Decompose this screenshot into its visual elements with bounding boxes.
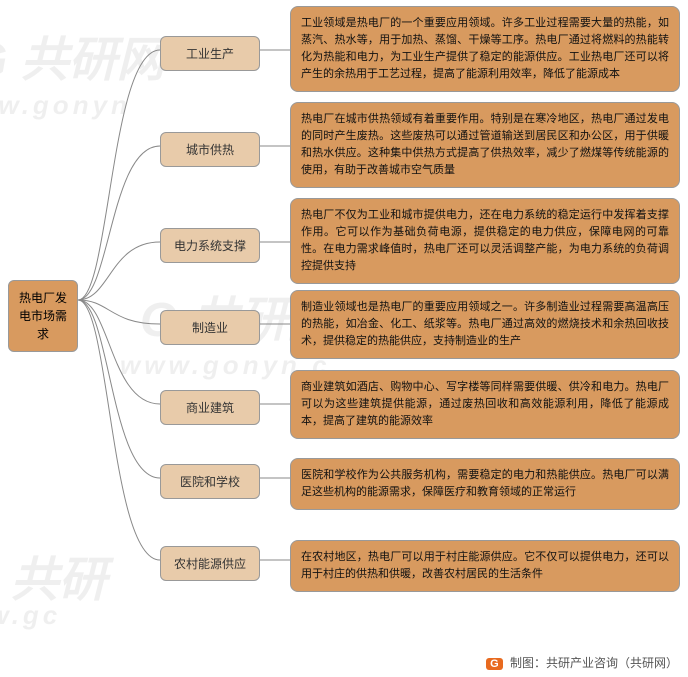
branch-label: 医院和学校	[180, 475, 240, 489]
branch-heating: 城市供热	[160, 132, 260, 167]
branch-label: 商业建筑	[186, 401, 234, 415]
desc-text: 热电厂不仅为工业和城市提供电力，还在电力系统的稳定运行中发挥着支撑作用。它可以作…	[301, 209, 669, 272]
desc-text: 医院和学校作为公共服务机构，需要稳定的电力和热能供应。热电厂可以满足这些机构的能…	[301, 469, 669, 498]
desc-hospital: 医院和学校作为公共服务机构，需要稳定的电力和热能供应。热电厂可以满足这些机构的能…	[290, 458, 680, 510]
root-label: 热电厂发电市场需求	[19, 291, 67, 341]
desc-industrial: 工业领域是热电厂的一个重要应用领域。许多工业过程需要大量的热能，如蒸汽、热水等，…	[290, 6, 680, 92]
desc-text: 工业领域是热电厂的一个重要应用领域。许多工业过程需要大量的热能，如蒸汽、热水等，…	[301, 17, 669, 80]
desc-manufacturing: 制造业领域也是热电厂的重要应用领域之一。许多制造业过程需要高温高压的热能，如冶金…	[290, 290, 680, 359]
desc-text: 在农村地区，热电厂可以用于村庄能源供应。它不仅可以提供电力，还可以用于村庄的供热…	[301, 551, 669, 580]
branch-label: 城市供热	[186, 143, 234, 157]
desc-text: 热电厂在城市供热领域有着重要作用。特别是在寒冷地区，热电厂通过发电的同时产生废热…	[301, 113, 669, 176]
branch-manufacturing: 制造业	[160, 310, 260, 345]
desc-commercial: 商业建筑如酒店、购物中心、写字楼等同样需要供暖、供冷和电力。热电厂可以为这些建筑…	[290, 370, 680, 439]
branch-label: 制造业	[192, 321, 228, 335]
desc-text: 商业建筑如酒店、购物中心、写字楼等同样需要供暖、供冷和电力。热电厂可以为这些建筑…	[301, 381, 669, 427]
root-node: 热电厂发电市场需求	[8, 280, 78, 352]
branch-power: 电力系统支撑	[160, 228, 260, 263]
footer-badge: G	[486, 658, 503, 670]
branch-rural: 农村能源供应	[160, 546, 260, 581]
footer-credit: G 制图：共研产业咨询（共研网）	[486, 654, 678, 671]
branch-label: 农村能源供应	[174, 557, 246, 571]
footer-text: 制图：共研产业咨询（共研网）	[510, 656, 678, 670]
branch-industrial: 工业生产	[160, 36, 260, 71]
branch-label: 工业生产	[186, 47, 234, 61]
desc-text: 制造业领域也是热电厂的重要应用领域之一。许多制造业过程需要高温高压的热能，如冶金…	[301, 301, 669, 347]
branch-commercial: 商业建筑	[160, 390, 260, 425]
mindmap-diagram: 热电厂发电市场需求 工业生产 工业领域是热电厂的一个重要应用领域。许多工业过程需…	[0, 0, 688, 650]
desc-rural: 在农村地区，热电厂可以用于村庄能源供应。它不仅可以提供电力，还可以用于村庄的供热…	[290, 540, 680, 592]
desc-power: 热电厂不仅为工业和城市提供电力，还在电力系统的稳定运行中发挥着支撑作用。它可以作…	[290, 198, 680, 284]
branch-label: 电力系统支撑	[174, 239, 246, 253]
desc-heating: 热电厂在城市供热领域有着重要作用。特别是在寒冷地区，热电厂通过发电的同时产生废热…	[290, 102, 680, 188]
branch-hospital: 医院和学校	[160, 464, 260, 499]
